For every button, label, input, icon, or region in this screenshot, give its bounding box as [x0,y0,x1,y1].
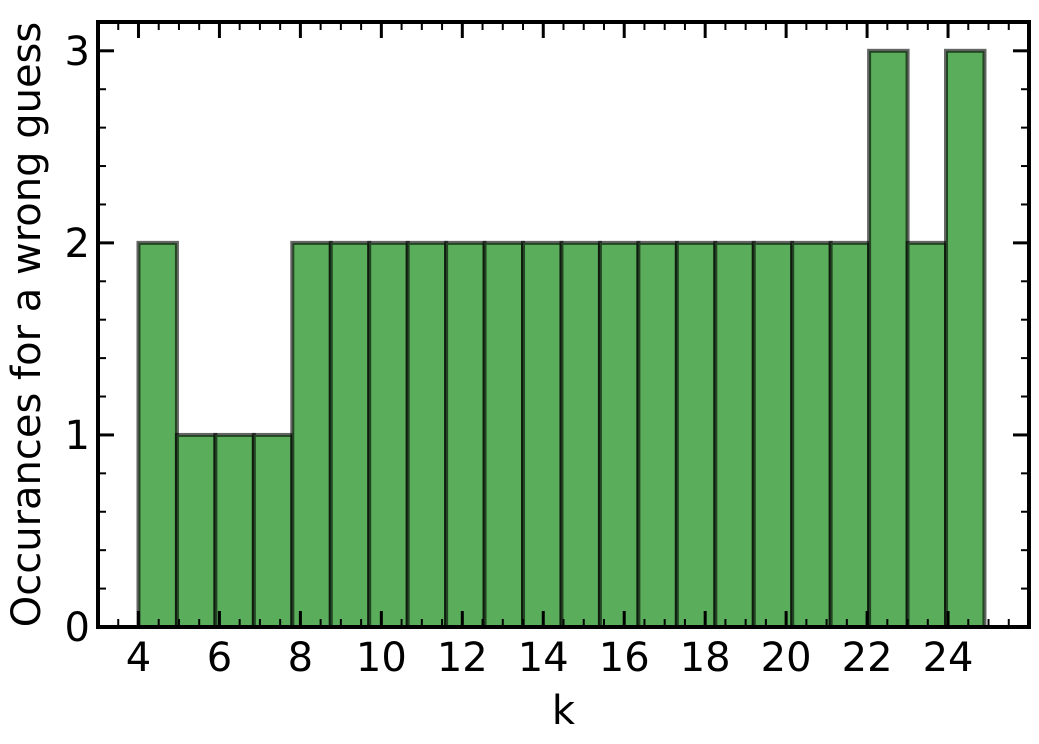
histogram-bar [290,240,333,629]
y-tick-label: 2 [65,221,90,267]
x-tick-label: 16 [599,635,650,681]
histogram-bar [482,240,526,629]
histogram-bar [174,432,218,629]
y-tick-label: 1 [65,413,90,459]
histogram-bar [713,240,756,629]
histogram-bar [521,240,564,629]
histogram-bar [367,240,410,629]
x-tick-label: 8 [288,635,313,681]
x-tick-label: 24 [923,635,974,681]
histogram-bar [944,48,987,630]
histogram-bar [251,432,295,629]
x-tick-label: 12 [437,635,488,681]
x-tick-label: 20 [761,635,812,681]
y-tick-label: 3 [65,29,90,75]
x-tick-label: 6 [207,635,232,681]
histogram-bar [674,240,718,629]
histogram-bar [790,240,833,629]
histogram-bar [597,240,641,629]
histogram-bar [828,240,872,629]
histogram-bar [405,240,449,629]
histogram-bar [636,240,679,629]
x-tick-label: 14 [518,635,569,681]
y-tick-label: 0 [65,605,90,651]
histogram-bar [213,432,256,629]
histogram-bar [559,240,602,629]
x-tick-label: 18 [680,635,731,681]
x-axis-label: k [552,688,576,734]
plot-frame [96,20,1031,629]
histogram-bar [867,48,910,630]
histogram-bar [136,240,179,629]
x-tick-label: 10 [356,635,407,681]
histogram-bar [751,240,795,629]
x-tick-label: 4 [126,635,151,681]
y-axis-label: Occurances for a wrong guess [4,22,50,627]
bars-group [136,48,987,630]
histogram-bar [444,240,487,629]
x-tick-label: 22 [842,635,893,681]
histogram-bar [328,240,372,629]
histogram-bar [905,240,949,629]
